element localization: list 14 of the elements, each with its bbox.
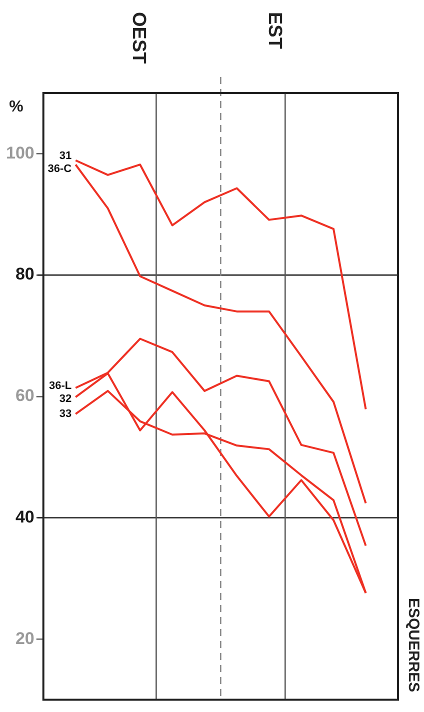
y-axis-title: % <box>9 98 24 116</box>
text: ESQUERRES <box>405 598 422 692</box>
text: EST <box>262 12 285 49</box>
y-tick-label: 80 <box>15 264 34 284</box>
y-tick-label: 60 <box>15 386 34 406</box>
y-tick-label: 20 <box>15 628 34 648</box>
series-label: 33 <box>59 408 72 420</box>
y-tick-label: 40 <box>15 507 34 526</box>
series-label: 36-C <box>48 163 72 176</box>
series-label: 32 <box>59 392 72 405</box>
series-label: 31 <box>59 150 72 162</box>
series-label: 36-L <box>48 380 72 392</box>
y-tick-label: 100 <box>6 143 34 162</box>
text: OEST <box>127 12 150 64</box>
